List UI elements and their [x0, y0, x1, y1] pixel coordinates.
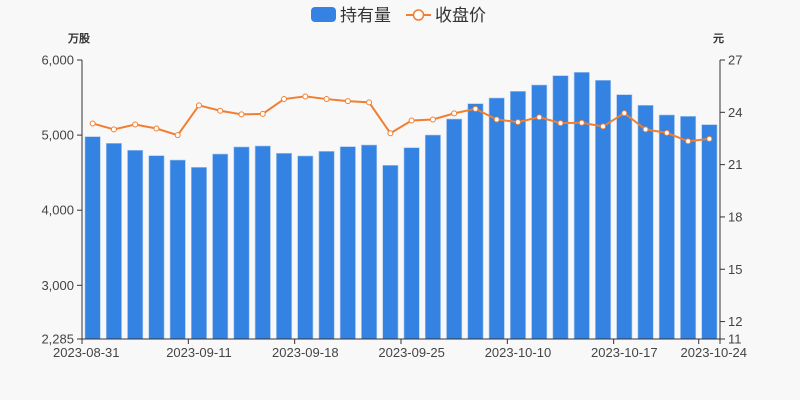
right-axis-unit: 元: [713, 32, 724, 45]
x-axis-tick-label: 2023-10-24: [681, 345, 748, 360]
right-axis-tick-label: 21: [728, 157, 742, 172]
price-point: [132, 121, 139, 128]
bar-holdings: [84, 136, 101, 340]
price-point: [153, 125, 160, 132]
bar-holdings: [403, 147, 420, 340]
bar-holdings: [233, 146, 250, 340]
bar-holdings: [212, 153, 229, 340]
price-point: [302, 93, 309, 100]
price-point: [344, 98, 351, 105]
price-point: [89, 120, 96, 127]
bar-holdings: [658, 114, 675, 340]
price-point: [621, 110, 628, 117]
bar-holdings: [446, 118, 463, 340]
right-axis-tick-label: 27: [728, 53, 742, 68]
legend-bar-swatch-icon: [311, 7, 336, 22]
right-axis-tick-label: 24: [728, 105, 742, 120]
bar-holdings: [276, 152, 292, 340]
price-point: [642, 126, 649, 133]
bar-holdings: [552, 75, 569, 340]
bar-holdings: [637, 104, 654, 340]
price-line: [92, 95, 710, 143]
x-axis-tick-label: 2023-09-25: [378, 345, 445, 360]
right-axis-tick-label: 12: [728, 314, 742, 329]
bar-holdings: [424, 134, 441, 340]
price-point: [110, 126, 117, 133]
x-axis-tick-label: 2023-10-17: [591, 345, 658, 360]
bar-holdings: [318, 151, 335, 340]
bar-holdings: [191, 167, 207, 340]
price-point: [578, 119, 585, 126]
left-axis-tick-label: 3,000: [41, 278, 74, 293]
bar-holdings: [510, 91, 526, 340]
bar-holdings: [148, 155, 165, 340]
bar-holdings: [127, 149, 144, 340]
price-point: [174, 132, 181, 139]
bar-holdings: [488, 97, 505, 340]
x-axis-tick-label: 2023-10-10: [485, 345, 552, 360]
x-axis-tick-label: 2023-08-31: [53, 345, 120, 360]
bar-holdings: [105, 142, 122, 340]
bar-holdings: [169, 159, 186, 340]
price-point: [259, 110, 266, 117]
bar-holdings: [616, 94, 633, 340]
price-point: [408, 117, 415, 124]
price-point: [600, 123, 607, 130]
price-point: [387, 130, 394, 137]
price-point: [706, 135, 713, 142]
right-axis-tick-label: 15: [728, 262, 742, 277]
bar-holdings: [467, 103, 484, 340]
legend[interactable]: 持有量 收盘价: [311, 6, 486, 26]
price-point: [217, 107, 224, 114]
bar-holdings: [573, 72, 590, 340]
price-point: [238, 111, 245, 118]
price-point: [195, 102, 202, 109]
right-axis-tick-label: 11: [728, 332, 742, 347]
bar-holdings: [254, 145, 271, 340]
price-point: [366, 99, 373, 106]
price-point: [557, 120, 564, 127]
price-point: [663, 129, 670, 136]
price-point: [323, 96, 330, 103]
left-axis-tick-label: 6,000: [41, 53, 74, 68]
bar-holdings: [361, 144, 378, 340]
bar-holdings: [680, 116, 697, 340]
legend-item-price[interactable]: 收盘价: [406, 6, 486, 26]
bar-holdings: [382, 164, 399, 340]
price-point: [493, 116, 500, 123]
left-axis-unit: 万股: [67, 32, 91, 45]
right-axis-tick-label: 18: [728, 209, 742, 224]
bar-holdings: [701, 124, 718, 340]
legend-label-price: 收盘价: [435, 6, 486, 26]
x-axis-tick-label: 2023-09-11: [166, 345, 232, 360]
price-point: [514, 119, 521, 126]
x-axis-tick-label: 2023-09-18: [272, 345, 339, 360]
price-point: [472, 105, 479, 112]
legend-label-holdings: 持有量: [340, 6, 391, 26]
bar-holdings: [297, 155, 314, 340]
bar-holdings: [531, 84, 548, 340]
left-axis-tick-label: 2,285: [41, 332, 74, 347]
left-axis-tick-label: 4,000: [41, 203, 74, 218]
left-axis-tick-label: 5,000: [41, 128, 74, 143]
legend-item-holdings[interactable]: 持有量: [311, 6, 391, 26]
legend-line-marker-icon: [412, 9, 425, 21]
price-point: [685, 138, 692, 145]
bar-holdings: [339, 146, 356, 340]
price-point: [536, 114, 543, 121]
price-point: [451, 110, 458, 117]
price-point: [281, 96, 288, 103]
bar-holdings: [595, 79, 611, 340]
price-point: [429, 116, 436, 123]
